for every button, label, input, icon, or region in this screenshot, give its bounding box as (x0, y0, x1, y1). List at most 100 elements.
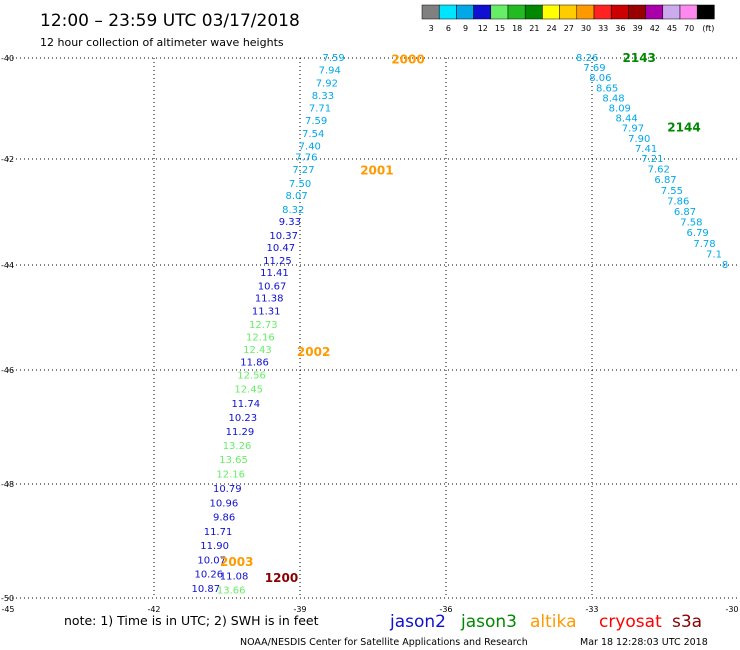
pass-time-label: 2143 (623, 51, 656, 65)
map-grid (8, 57, 738, 599)
swh-value: 8.07 (286, 191, 308, 202)
scale-swatch (696, 4, 715, 20)
swh-value: 7.59 (305, 116, 327, 127)
scale-swatch (662, 4, 681, 20)
swh-value: 7.41 (635, 144, 657, 155)
scale-label: 39 (633, 24, 643, 33)
pass-time-label: 1200 (265, 571, 298, 585)
lon-tick-label: -33 (585, 605, 598, 614)
scale-swatch (524, 4, 543, 20)
axis-labels: -40 -42 -44 -46 -48 -50 -45 -42 -39 -36 -33 -30 (1, 54, 739, 614)
swh-value: 8 (722, 260, 728, 271)
scale-label: 24 (547, 24, 557, 33)
lat-tick-label: -44 (1, 261, 14, 270)
swh-value: 7.76 (295, 152, 317, 163)
scale-label: 18 (512, 24, 522, 33)
swh-value: 8.26 (576, 53, 598, 64)
scale-swatch (576, 4, 595, 20)
swh-value: 10.87 (192, 584, 221, 595)
scale-swatch (456, 4, 474, 20)
scale-swatch (542, 4, 560, 20)
scale-label: 36 (615, 24, 625, 33)
legend-jason3: jason3 (460, 612, 517, 632)
scale-label: 70 (684, 24, 694, 33)
swh-value: 9.86 (213, 513, 235, 524)
timestamp-text: Mar 18 12:28:03 UTC 2018 (580, 637, 708, 648)
scale-label: 27 (564, 24, 574, 33)
footnote: note: 1) Time is in UTC; 2) SWH is in fe… (64, 613, 319, 628)
swh-value: 11.31 (252, 307, 281, 318)
swh-value: 13.65 (219, 455, 248, 466)
lon-tick-label: -45 (1, 605, 14, 614)
pass-time-label: 2144 (667, 121, 700, 135)
page-subtitle: 12 hour collection of altimeter wave hei… (40, 36, 284, 49)
swh-value: 7.1 (706, 249, 722, 260)
scale-swatch (610, 4, 629, 20)
scale-label: 6 (446, 24, 451, 33)
pass-time-label: 2002 (297, 345, 330, 359)
swh-value: 6.87 (654, 175, 676, 186)
swh-value: 10.96 (210, 498, 239, 509)
swh-value: 11.90 (200, 541, 229, 552)
legend-s3a: s3a (672, 612, 702, 632)
scale-swatch (507, 4, 526, 20)
swh-value: 12.16 (246, 332, 275, 343)
swh-observations: 7.597.947.928.337.717.597.547.407.767.27… (192, 53, 729, 597)
scale-swatch (645, 4, 664, 20)
scale-label: 33 (598, 24, 608, 33)
lat-tick-label: -48 (1, 480, 14, 489)
swh-value: 7.90 (628, 134, 650, 145)
swh-value: 11.71 (204, 527, 233, 538)
scale-swatch (593, 4, 612, 20)
lat-tick-label: -40 (1, 54, 14, 63)
swh-value: 10.26 (194, 570, 223, 581)
scale-swatch (679, 4, 698, 20)
swh-value: 9.33 (279, 217, 301, 228)
swh-value: 11.86 (240, 358, 269, 369)
swh-value: 10.37 (269, 231, 298, 242)
swh-value: 7.97 (622, 124, 644, 135)
swh-value: 7.62 (648, 165, 670, 176)
swh-value: 7.40 (299, 141, 321, 152)
swh-value: 7.69 (583, 63, 605, 74)
scale-label: 42 (650, 24, 660, 33)
swh-value: 11.08 (220, 571, 249, 582)
scale-swatch (490, 4, 509, 20)
legend-altika: altika (530, 612, 577, 632)
scale-label: 30 (581, 24, 591, 33)
swh-value: 10.67 (258, 282, 287, 293)
swh-value: 11.25 (263, 256, 292, 267)
swh-value: 11.74 (231, 399, 260, 410)
swh-value: 7.92 (316, 78, 338, 89)
swh-value: 7.50 (289, 179, 311, 190)
swh-value: 12.73 (249, 320, 278, 331)
scale-label: 3 (429, 24, 434, 33)
legend-cryosat: cryosat (599, 612, 662, 632)
swh-value: 13.26 (223, 441, 252, 452)
color-scale: 3 6 9 12 15 18 21 24 27 30 33 36 39 42 45 70 (ft) (421, 4, 715, 33)
scale-swatch (421, 4, 440, 20)
swh-value: 10.47 (266, 243, 295, 254)
swh-value: 7.54 (302, 129, 324, 140)
scale-label: 12 (478, 24, 488, 33)
swh-value: 8.09 (609, 104, 631, 115)
swh-value: 8.44 (615, 114, 637, 125)
swh-value: 11.29 (226, 427, 255, 438)
swh-value: 12.56 (237, 371, 266, 382)
swh-value: 11.41 (260, 268, 289, 279)
swh-value: 6.87 (674, 207, 696, 218)
scale-swatch (559, 4, 578, 20)
scale-label: 21 (529, 24, 539, 33)
scale-swatch (438, 4, 457, 20)
pass-time-label: 2003 (220, 555, 253, 569)
satellite-legend: jason2 jason3 altika cryosat s3a (389, 612, 702, 632)
swh-value: 7.78 (693, 239, 715, 250)
swh-value: 7.27 (292, 165, 314, 176)
pass-time-labels: 2000 2001 2002 2003 2143 2144 1200 (220, 51, 701, 585)
swh-value: 8.33 (312, 91, 334, 102)
scale-swatch (628, 4, 646, 20)
lat-tick-label: -46 (1, 366, 14, 375)
scale-label: 9 (463, 24, 468, 33)
lat-tick-label: -50 (1, 594, 14, 603)
